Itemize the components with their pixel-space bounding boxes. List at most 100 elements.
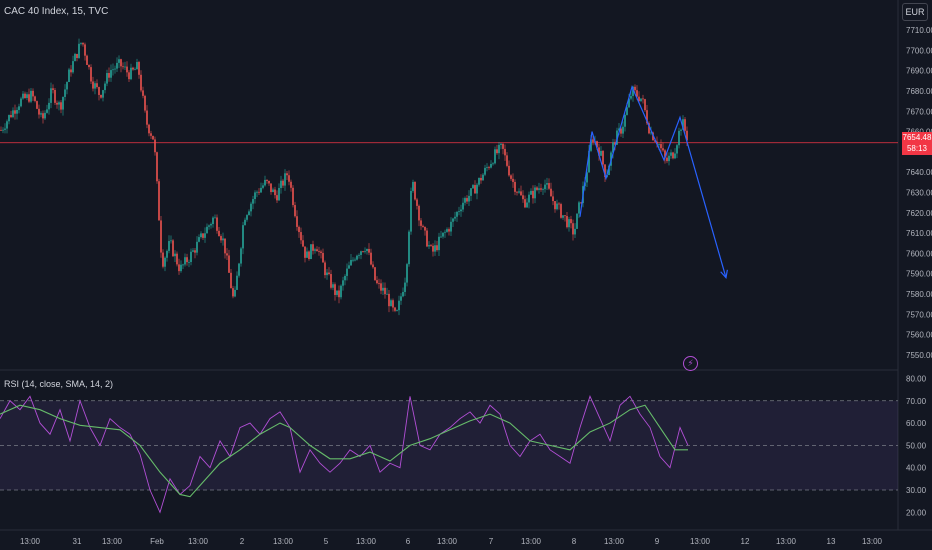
lightning-icon[interactable]: ⚡ [683, 356, 698, 371]
time-tick-label: 7 [489, 537, 494, 546]
candle-body [368, 248, 370, 253]
candle-body [560, 204, 562, 218]
candle-body [138, 62, 140, 75]
candle-body [242, 225, 244, 249]
time-tick-label: 13:00 [521, 537, 542, 546]
candle-body [458, 211, 460, 213]
candle-body [186, 257, 188, 263]
candle-body [638, 96, 640, 102]
candle-body [468, 195, 470, 202]
candle-body [366, 248, 368, 251]
candle-body [494, 149, 496, 164]
candle-body [452, 218, 454, 222]
candle-body [24, 93, 26, 98]
candle-body [554, 201, 556, 210]
candle-body [396, 310, 398, 311]
candle-body [144, 95, 146, 111]
candle-body [170, 240, 172, 242]
candle-body [470, 188, 472, 196]
candle-body [514, 181, 516, 192]
candle-body [430, 245, 432, 246]
candle-body [350, 260, 352, 266]
candle-body [50, 88, 52, 103]
candle-body [314, 249, 316, 251]
candle-body [604, 164, 606, 177]
candle-body [76, 53, 78, 58]
candle-body [278, 187, 280, 201]
candle-body [200, 233, 202, 238]
candle-body [466, 198, 468, 202]
candle-body [136, 62, 138, 70]
time-tick-label: 13:00 [273, 537, 294, 546]
candle-body [282, 180, 284, 186]
candle-body [380, 283, 382, 291]
candle-body [492, 163, 494, 165]
candle-body [72, 61, 74, 73]
candle-body [352, 259, 354, 261]
candle-body [508, 165, 510, 176]
candle-body [120, 59, 122, 67]
candle-body [272, 189, 274, 193]
candle-body [660, 144, 662, 149]
candle-body [402, 291, 404, 297]
candle-body [210, 224, 212, 226]
candle-body [568, 219, 570, 228]
candle-body [408, 231, 410, 265]
candle-body [206, 226, 208, 234]
time-tick-label: 13:00 [604, 537, 625, 546]
candle-body [566, 216, 568, 228]
candle-body [614, 142, 616, 145]
candle-body [372, 264, 374, 268]
candle-body [324, 262, 326, 276]
candle-body [348, 265, 350, 269]
candle-body [628, 98, 630, 108]
candle-body [596, 141, 598, 148]
time-tick-label: 6 [406, 537, 411, 546]
time-tick-label: 13:00 [102, 537, 123, 546]
candle-body [666, 157, 668, 162]
candles [0, 38, 688, 316]
candle-body [404, 282, 406, 292]
candle-body [504, 148, 506, 156]
candle-body [292, 187, 294, 206]
candle-body [262, 185, 264, 188]
candle-body [672, 152, 674, 159]
candle-body [588, 150, 590, 173]
candle-body [674, 153, 676, 159]
candle-body [518, 191, 520, 193]
time-tick-label: 13:00 [356, 537, 377, 546]
candle-body [18, 106, 20, 110]
candle-body [624, 114, 626, 127]
candle-body [102, 90, 104, 98]
candle-body [184, 257, 186, 265]
candle-body [42, 113, 44, 119]
candle-body [194, 250, 196, 253]
price-tick-label: 7700.00 [906, 46, 932, 55]
currency-button[interactable]: EUR [902, 3, 928, 21]
candle-body [322, 252, 324, 263]
candle-body [526, 202, 528, 208]
candle-body [600, 150, 602, 156]
candle-body [180, 264, 182, 272]
candle-body [394, 307, 396, 311]
candle-body [442, 232, 444, 237]
candle-body [236, 275, 238, 290]
candle-body [370, 252, 372, 265]
candle-body [344, 275, 346, 281]
candle-body [208, 225, 210, 227]
candle-body [364, 250, 366, 252]
candle-body [174, 253, 176, 257]
candle-body [268, 180, 270, 184]
candle-body [450, 221, 452, 232]
candle-body [416, 199, 418, 206]
candle-body [40, 113, 42, 115]
arrow-head [720, 269, 728, 280]
candle-body [486, 167, 488, 169]
candle-body [586, 172, 588, 183]
candle-body [36, 101, 38, 109]
candle-body [100, 94, 102, 98]
price-tick-label: 7690.00 [906, 67, 932, 76]
candle-body [310, 244, 312, 260]
candle-body [156, 152, 158, 182]
